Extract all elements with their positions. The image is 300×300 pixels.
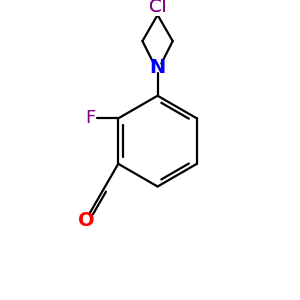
Text: N: N xyxy=(149,58,166,77)
Text: F: F xyxy=(85,110,95,128)
Text: Cl: Cl xyxy=(149,0,167,16)
Text: Cl: Cl xyxy=(149,0,167,16)
Text: O: O xyxy=(78,211,94,230)
